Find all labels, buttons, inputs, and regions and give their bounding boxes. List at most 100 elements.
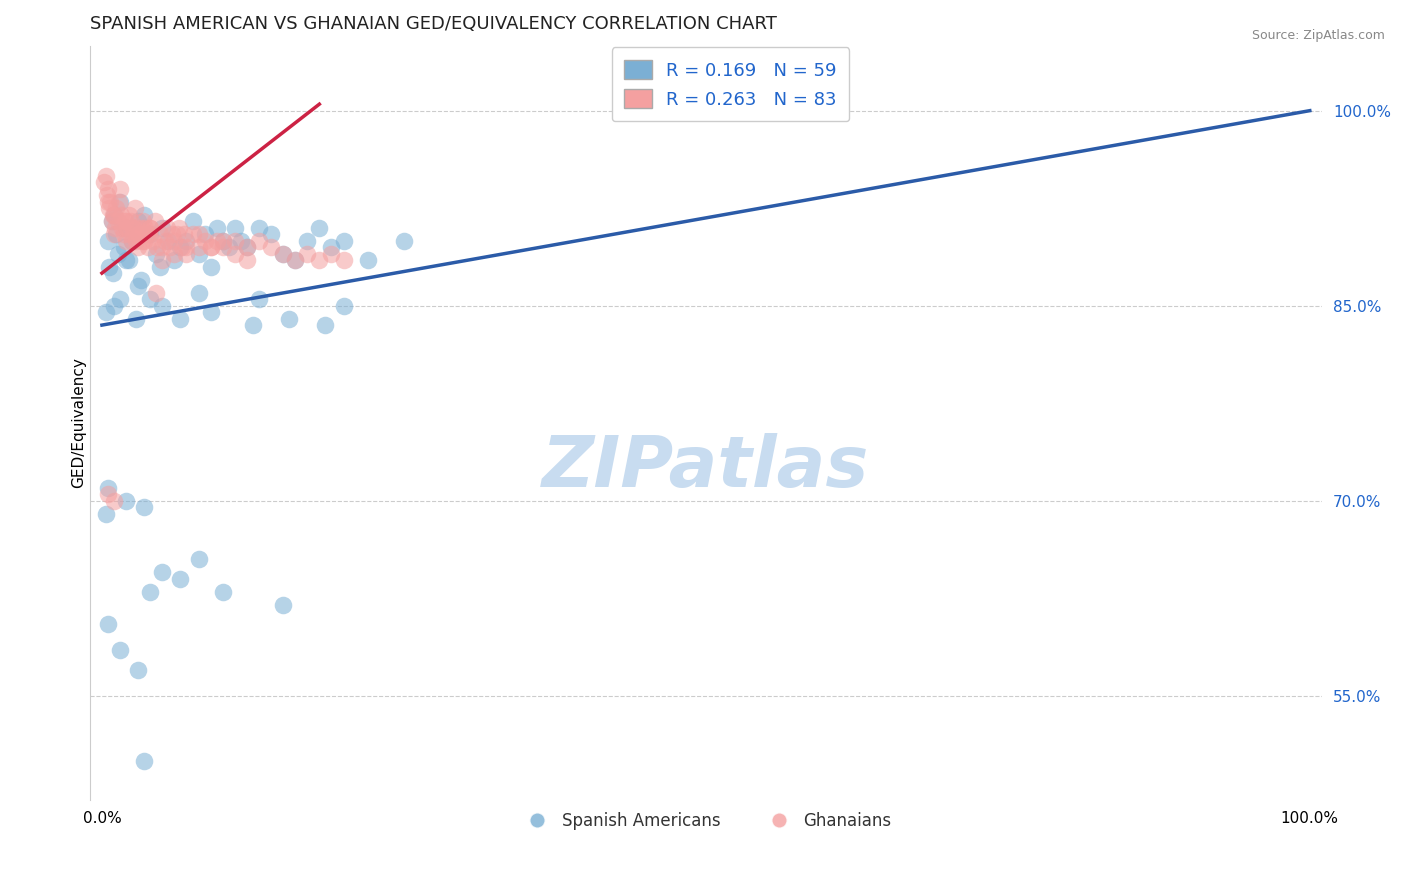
- Point: [93, 175, 115, 189]
- Point: [132, 214, 155, 228]
- Point: [100, 214, 122, 228]
- Point: [260, 240, 283, 254]
- Point: [121, 234, 143, 248]
- Point: [194, 234, 217, 248]
- Point: [205, 234, 228, 248]
- Point: [229, 234, 252, 248]
- Point: [176, 234, 198, 248]
- Point: [127, 214, 149, 228]
- Point: [108, 292, 131, 306]
- Point: [94, 169, 117, 183]
- Point: [127, 227, 149, 241]
- Point: [107, 246, 129, 260]
- Point: [284, 253, 307, 268]
- Point: [138, 227, 160, 241]
- Point: [121, 234, 143, 248]
- Point: [278, 311, 301, 326]
- Point: [115, 214, 138, 228]
- Point: [128, 227, 150, 241]
- Point: [139, 227, 162, 241]
- Point: [125, 311, 148, 326]
- Point: [200, 260, 222, 274]
- Point: [200, 240, 222, 254]
- Point: [114, 214, 136, 228]
- Point: [187, 246, 209, 260]
- Point: [332, 234, 354, 248]
- Point: [150, 299, 173, 313]
- Point: [127, 279, 149, 293]
- Point: [105, 227, 128, 241]
- Point: [139, 584, 162, 599]
- Point: [134, 220, 156, 235]
- Point: [134, 754, 156, 768]
- Point: [297, 246, 319, 260]
- Point: [139, 292, 162, 306]
- Point: [112, 240, 135, 254]
- Point: [176, 240, 198, 254]
- Point: [120, 214, 142, 228]
- Point: [181, 227, 204, 241]
- Point: [139, 220, 162, 235]
- Text: Source: ZipAtlas.com: Source: ZipAtlas.com: [1251, 29, 1385, 42]
- Point: [157, 234, 180, 248]
- Point: [103, 208, 125, 222]
- Point: [103, 493, 125, 508]
- Point: [125, 220, 148, 235]
- Point: [236, 240, 259, 254]
- Point: [131, 234, 153, 248]
- Point: [247, 234, 270, 248]
- Point: [115, 234, 138, 248]
- Point: [260, 227, 283, 241]
- Point: [134, 234, 156, 248]
- Point: [97, 487, 120, 501]
- Point: [105, 201, 128, 215]
- Point: [118, 227, 141, 241]
- Point: [97, 181, 120, 195]
- Point: [218, 240, 240, 254]
- Point: [236, 253, 259, 268]
- Point: [97, 617, 120, 632]
- Point: [117, 208, 139, 222]
- Point: [108, 643, 131, 657]
- Point: [145, 285, 167, 300]
- Point: [136, 240, 159, 254]
- Point: [134, 500, 156, 514]
- Point: [149, 260, 172, 274]
- Point: [115, 493, 138, 508]
- Point: [321, 240, 343, 254]
- Point: [108, 194, 131, 209]
- Point: [139, 220, 162, 235]
- Point: [156, 220, 179, 235]
- Point: [170, 240, 193, 254]
- Point: [101, 266, 124, 280]
- Point: [142, 234, 165, 248]
- Point: [211, 584, 233, 599]
- Point: [94, 305, 117, 319]
- Point: [150, 565, 173, 579]
- Point: [205, 220, 228, 235]
- Point: [187, 552, 209, 566]
- Point: [150, 220, 173, 235]
- Point: [163, 246, 186, 260]
- Point: [112, 227, 135, 241]
- Point: [103, 227, 125, 241]
- Point: [134, 208, 156, 222]
- Text: SPANISH AMERICAN VS GHANAIAN GED/EQUIVALENCY CORRELATION CHART: SPANISH AMERICAN VS GHANAIAN GED/EQUIVAL…: [90, 15, 776, 33]
- Point: [169, 572, 191, 586]
- Point: [187, 240, 209, 254]
- Point: [247, 292, 270, 306]
- Point: [94, 507, 117, 521]
- Point: [103, 299, 125, 313]
- Point: [200, 305, 222, 319]
- Point: [146, 240, 169, 254]
- Point: [111, 220, 134, 235]
- Point: [181, 214, 204, 228]
- Point: [103, 208, 125, 222]
- Point: [107, 214, 129, 228]
- Point: [271, 246, 294, 260]
- Point: [308, 253, 330, 268]
- Y-axis label: GED/Equivalency: GED/Equivalency: [72, 357, 86, 488]
- Point: [150, 253, 173, 268]
- Point: [166, 227, 188, 241]
- Point: [108, 181, 131, 195]
